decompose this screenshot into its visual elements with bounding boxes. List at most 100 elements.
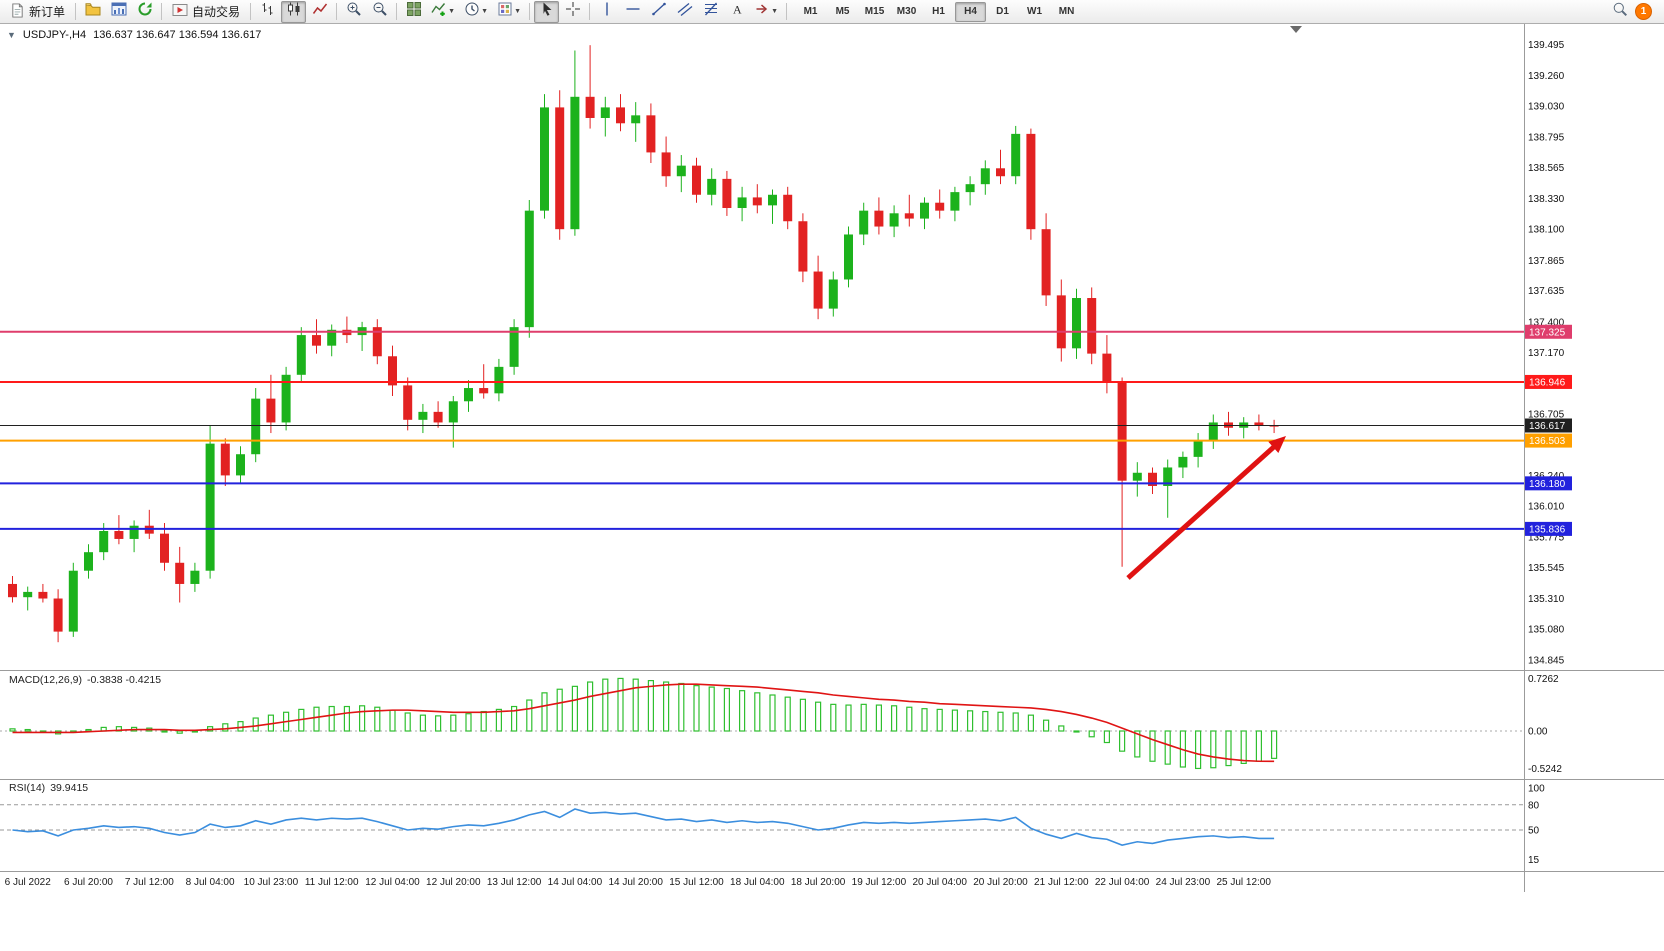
panel-divider[interactable] — [0, 779, 1664, 780]
zoom-out-button[interactable] — [367, 1, 392, 23]
price-tag — [1525, 418, 1572, 433]
price-tick: 139.495 — [1528, 40, 1565, 51]
timeframe-button-M30[interactable]: M30 — [896, 6, 917, 17]
svg-text:136.946: 136.946 — [1529, 377, 1566, 388]
timeframe-button-M15[interactable]: M15 — [864, 6, 885, 17]
rsi-scale-label: 100 — [1528, 784, 1545, 795]
chart-shift-marker[interactable] — [1290, 26, 1302, 33]
date-label: 14 Jul 20:00 — [608, 877, 663, 888]
new-order-icon — [10, 2, 25, 21]
indicators-button[interactable]: ▼ — [427, 1, 459, 23]
toolbar-separator — [250, 3, 252, 20]
tile-windows-button[interactable] — [401, 1, 426, 23]
macd-panel[interactable]: 0.7262 0.00 -0.5242 — [0, 671, 1664, 779]
price-tick: 137.400 — [1528, 317, 1565, 328]
indicators-icon — [431, 1, 447, 22]
templates-button[interactable]: ▼ — [493, 1, 525, 23]
rsi-scale-label: 15 — [1528, 855, 1540, 866]
horizontal-line-button[interactable] — [620, 1, 645, 23]
price-tag — [1525, 476, 1572, 491]
main-chart-canvas[interactable]: 139.495 139.260 139.030 138.795 138.565 138.3… — [0, 24, 1664, 670]
chevron-down-icon: ▼ — [514, 8, 521, 15]
one-click-trading-toggle[interactable]: ▼ — [7, 29, 16, 40]
chevron-down-icon: ▼ — [481, 8, 488, 15]
toolbar-separator — [161, 3, 163, 20]
rsi-canvas[interactable]: 100 80 50 15 — [0, 780, 1664, 871]
timeframe-button-M5[interactable]: M5 — [835, 6, 850, 17]
zoom-in-icon — [346, 1, 362, 22]
periods-icon — [464, 1, 480, 22]
timeframe-button-W1[interactable]: W1 — [1027, 6, 1043, 17]
candlestick-chart-button[interactable] — [281, 0, 307, 23]
macd-histogram — [9, 677, 1278, 770]
price-tick: 137.170 — [1528, 348, 1565, 359]
navigator-button[interactable] — [132, 1, 157, 23]
fibonacci-button[interactable] — [698, 1, 723, 23]
data-window-icon — [111, 1, 127, 22]
date-label: 8 Jul 04:00 — [186, 877, 235, 888]
timeframe-button-H4[interactable]: H4 — [955, 1, 987, 22]
trendline-button[interactable] — [646, 1, 671, 23]
trend-arrow[interactable] — [1126, 440, 1281, 580]
cursor-icon — [539, 1, 555, 22]
timeframe-button-MN[interactable]: MN — [1058, 6, 1075, 17]
price-tick: 135.775 — [1528, 532, 1565, 543]
price-tick: 135.080 — [1528, 624, 1565, 635]
timeframe-button-M1[interactable]: M1 — [803, 6, 818, 17]
rsi-scale-label: 80 — [1528, 800, 1540, 811]
auto-trading-label: 自动交易 — [192, 5, 241, 19]
price-axis-divider[interactable] — [1524, 24, 1525, 892]
search-icon[interactable] — [1612, 1, 1628, 22]
rsi-panel[interactable]: 100 80 50 15 — [0, 780, 1664, 871]
notification-badge[interactable]: 1 — [1635, 3, 1652, 20]
price-tick: 138.795 — [1528, 133, 1565, 144]
line-chart-icon — [312, 1, 328, 22]
fibonacci-icon — [703, 1, 719, 22]
macd-label: MACD(12,26,9) -0.3838 -0.4215 — [9, 674, 162, 686]
line-chart-button[interactable] — [307, 1, 332, 23]
timeframe-button-H1[interactable]: H1 — [932, 6, 945, 17]
trend-arrow-head — [1268, 436, 1286, 453]
crosshair-icon — [565, 1, 581, 22]
bar-chart-icon — [260, 1, 276, 22]
date-label: 25 Jul 12:00 — [1216, 877, 1271, 888]
price-tick: 135.545 — [1528, 563, 1565, 574]
main-toolbar: 新订单 自动交易 — [0, 0, 1664, 24]
timeframe-button-D1[interactable]: D1 — [996, 6, 1009, 17]
cursor-button[interactable] — [534, 0, 560, 23]
price-tick: 134.845 — [1528, 656, 1565, 667]
date-label: 22 Jul 04:00 — [1095, 877, 1150, 888]
chart-ohlc-header: ▼ USDJPY-,H4 136.637 136.647 136.594 136… — [7, 29, 261, 41]
zoom-in-button[interactable] — [341, 1, 366, 23]
price-tag — [1525, 324, 1572, 339]
arrows-button[interactable]: ▼ — [750, 1, 782, 23]
time-axis-canvas[interactable]: 6 Jul 2022 6 Jul 20:00 7 Jul 12:00 8 Jul 04… — [0, 872, 1664, 892]
zoom-out-icon — [372, 1, 388, 22]
data-window-button[interactable] — [106, 1, 131, 23]
macd-scale-label: 0.00 — [1528, 727, 1548, 738]
new-order-button[interactable]: 新订单 — [4, 1, 71, 23]
price-tag — [1525, 374, 1572, 389]
bar-chart-button[interactable] — [255, 1, 280, 23]
toolbar-separator — [529, 3, 531, 20]
channel-button[interactable] — [672, 1, 697, 23]
vertical-line-button[interactable] — [594, 1, 619, 23]
panel-divider[interactable] — [0, 670, 1664, 671]
macd-canvas[interactable]: 0.7262 0.00 -0.5242 — [0, 671, 1664, 779]
time-axis[interactable]: 6 Jul 2022 6 Jul 20:00 7 Jul 12:00 8 Jul 04… — [0, 872, 1664, 892]
crosshair-button[interactable] — [560, 1, 585, 23]
toolbar-separator — [589, 3, 591, 20]
rsi-scale-label: 50 — [1528, 826, 1540, 837]
auto-trading-button[interactable]: 自动交易 — [166, 1, 246, 23]
panel-divider — [0, 871, 1664, 872]
svg-text:137.325: 137.325 — [1529, 327, 1566, 338]
date-label: 12 Jul 04:00 — [365, 877, 420, 888]
main-chart-panel[interactable]: 139.495 139.260 139.030 138.795 138.565 138.3… — [0, 24, 1664, 670]
candlesticks — [8, 45, 1279, 643]
text-button[interactable]: A — [724, 1, 749, 23]
toolbar-right-group: 1 — [1612, 1, 1660, 22]
periods-button[interactable]: ▼ — [460, 1, 492, 23]
date-label: 19 Jul 12:00 — [852, 877, 907, 888]
market-watch-button[interactable] — [80, 1, 105, 23]
date-label: 20 Jul 20:00 — [973, 877, 1028, 888]
